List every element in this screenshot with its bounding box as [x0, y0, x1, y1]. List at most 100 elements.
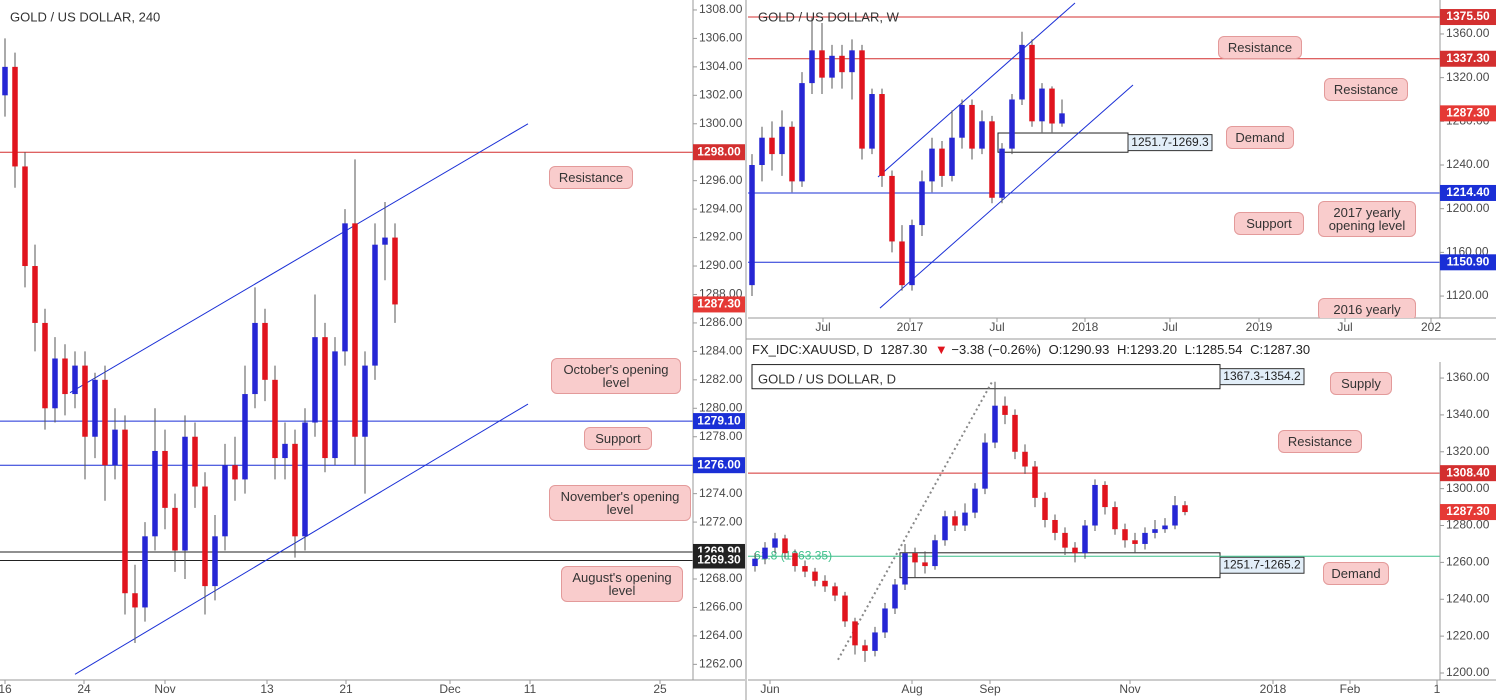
callout: Resistance	[549, 166, 633, 189]
candle-body	[922, 562, 928, 567]
callout: October's opening level	[551, 358, 681, 394]
candle-body	[1002, 405, 1008, 415]
plot-area: 1251.7-1269.3	[748, 2, 1440, 309]
callout: Support	[1234, 212, 1304, 235]
candle-body	[959, 104, 965, 138]
candle-body	[1029, 44, 1035, 122]
x-tick-label: Jun	[760, 682, 779, 696]
x-tick-label: Jul	[989, 320, 1004, 334]
chart-title: GOLD / US DOLLAR, 240	[10, 9, 160, 24]
trend-line	[837, 379, 994, 661]
level-price-label: 1337.30	[1446, 51, 1490, 65]
candle-body	[872, 632, 878, 651]
zone-label: 1367.3-1354.2	[1223, 369, 1301, 383]
y-tick-label: 1264.00	[699, 628, 743, 642]
candle-body	[1049, 88, 1055, 124]
candle-body	[962, 512, 968, 526]
x-tick-label: Dec	[439, 682, 460, 696]
level-price-label: 1279.10	[697, 413, 741, 427]
y-tick-label: 1300.00	[699, 116, 743, 130]
candle-body	[822, 580, 828, 587]
candle-body	[1112, 507, 1118, 530]
level-price-box	[1440, 50, 1496, 67]
candle-body	[1082, 525, 1088, 554]
candle-body	[942, 516, 948, 541]
candle-body	[999, 148, 1005, 198]
y-tick-label: 1120.00	[1446, 288, 1489, 302]
candle-body	[302, 422, 308, 537]
callout: November's opening level	[549, 485, 691, 521]
candle-body	[1019, 44, 1025, 100]
candle-body	[1022, 451, 1028, 467]
callout: 2016 yearly	[1318, 298, 1416, 318]
x-tick-label: 16	[0, 682, 12, 696]
candle-body	[1152, 529, 1158, 533]
candle-body	[779, 126, 785, 155]
ohlc-label: O:	[1048, 342, 1063, 357]
x-tick-label: Jul	[815, 320, 830, 334]
y-tick-label: 1280.00	[699, 400, 743, 414]
last-price-label: 1287.30	[697, 297, 741, 311]
y-tick-label: 1300.00	[1446, 481, 1490, 495]
y-tick-label: 1296.00	[699, 173, 743, 187]
y-tick-label: 1240.00	[1446, 591, 1490, 605]
x-tick-label: 13	[260, 682, 274, 696]
callout-layer: Resistance October's opening level Support…	[0, 0, 693, 680]
candle-body	[862, 645, 868, 651]
y-tick-label: 1260.00	[1446, 555, 1490, 569]
level-price-box	[1440, 184, 1496, 201]
candle-body	[1052, 519, 1058, 533]
candle-body	[832, 586, 838, 596]
change: −3.38 (−0.26%)	[951, 342, 1042, 357]
candle-body	[879, 94, 885, 176]
candle-body	[789, 126, 795, 182]
callout-layer: Resistance Resistance Demand Support 2017 ye…	[748, 0, 1440, 318]
y-tick-label: 1274.00	[699, 486, 743, 500]
x-tick-label: Nov	[1119, 682, 1140, 696]
y-tick-label: 1200.00	[1446, 201, 1490, 215]
symbol: FX_IDC:XAUUSD, D	[752, 342, 873, 357]
candle-body	[1009, 99, 1015, 149]
candle-body	[1172, 505, 1178, 526]
ohlc-label: L:	[1184, 342, 1196, 357]
candle-body	[172, 507, 178, 551]
y-tick-label: 1304.00	[699, 59, 743, 73]
candle-body	[852, 621, 858, 646]
callout: Resistance	[1278, 430, 1362, 453]
callout: Resistance	[1324, 78, 1408, 101]
candle-body	[262, 322, 268, 380]
level-price-box	[693, 413, 745, 430]
callout: Demand	[1323, 562, 1389, 585]
candle-body	[772, 538, 778, 548]
y-tick-label: 1286.00	[699, 315, 743, 329]
candle-body	[842, 595, 848, 622]
candle-body	[162, 450, 168, 508]
y-tick-label: 1278.00	[699, 429, 743, 443]
candle-body	[142, 536, 148, 608]
y-tick-label: 1284.00	[699, 344, 743, 358]
level-price-box	[1440, 9, 1496, 26]
candle-body	[982, 442, 988, 489]
candle-body	[919, 181, 925, 226]
axes: 1262.00 1264.00 1266.00 1268.00 1272.00 1274.…	[0, 0, 745, 696]
candle-body	[72, 365, 78, 395]
candle-body	[352, 223, 358, 437]
symbol-header: FX_IDC:XAUUSD, D 1287.30 ▼ −3.38 (−0.26%…	[752, 342, 1314, 357]
last-price-box	[693, 296, 745, 313]
callout: Supply	[1330, 372, 1392, 395]
candle-body	[849, 50, 855, 73]
level-price-label: 1298.00	[697, 144, 741, 158]
candle-body	[2, 66, 8, 96]
y-tick-label: 1200.00	[1446, 665, 1490, 679]
x-tick-label: 25	[653, 682, 667, 696]
y-tick-label: 1282.00	[699, 372, 743, 386]
candle-body	[122, 429, 128, 594]
candle-body	[799, 83, 805, 182]
candle-body	[382, 237, 388, 245]
y-tick-label: 1290.00	[699, 258, 743, 272]
candle-body	[332, 351, 338, 459]
candle-body	[792, 553, 798, 567]
candle-body	[222, 465, 228, 537]
callout-layer: Supply Resistance Demand	[748, 362, 1440, 680]
level-price-label: 1375.50	[1446, 9, 1490, 23]
